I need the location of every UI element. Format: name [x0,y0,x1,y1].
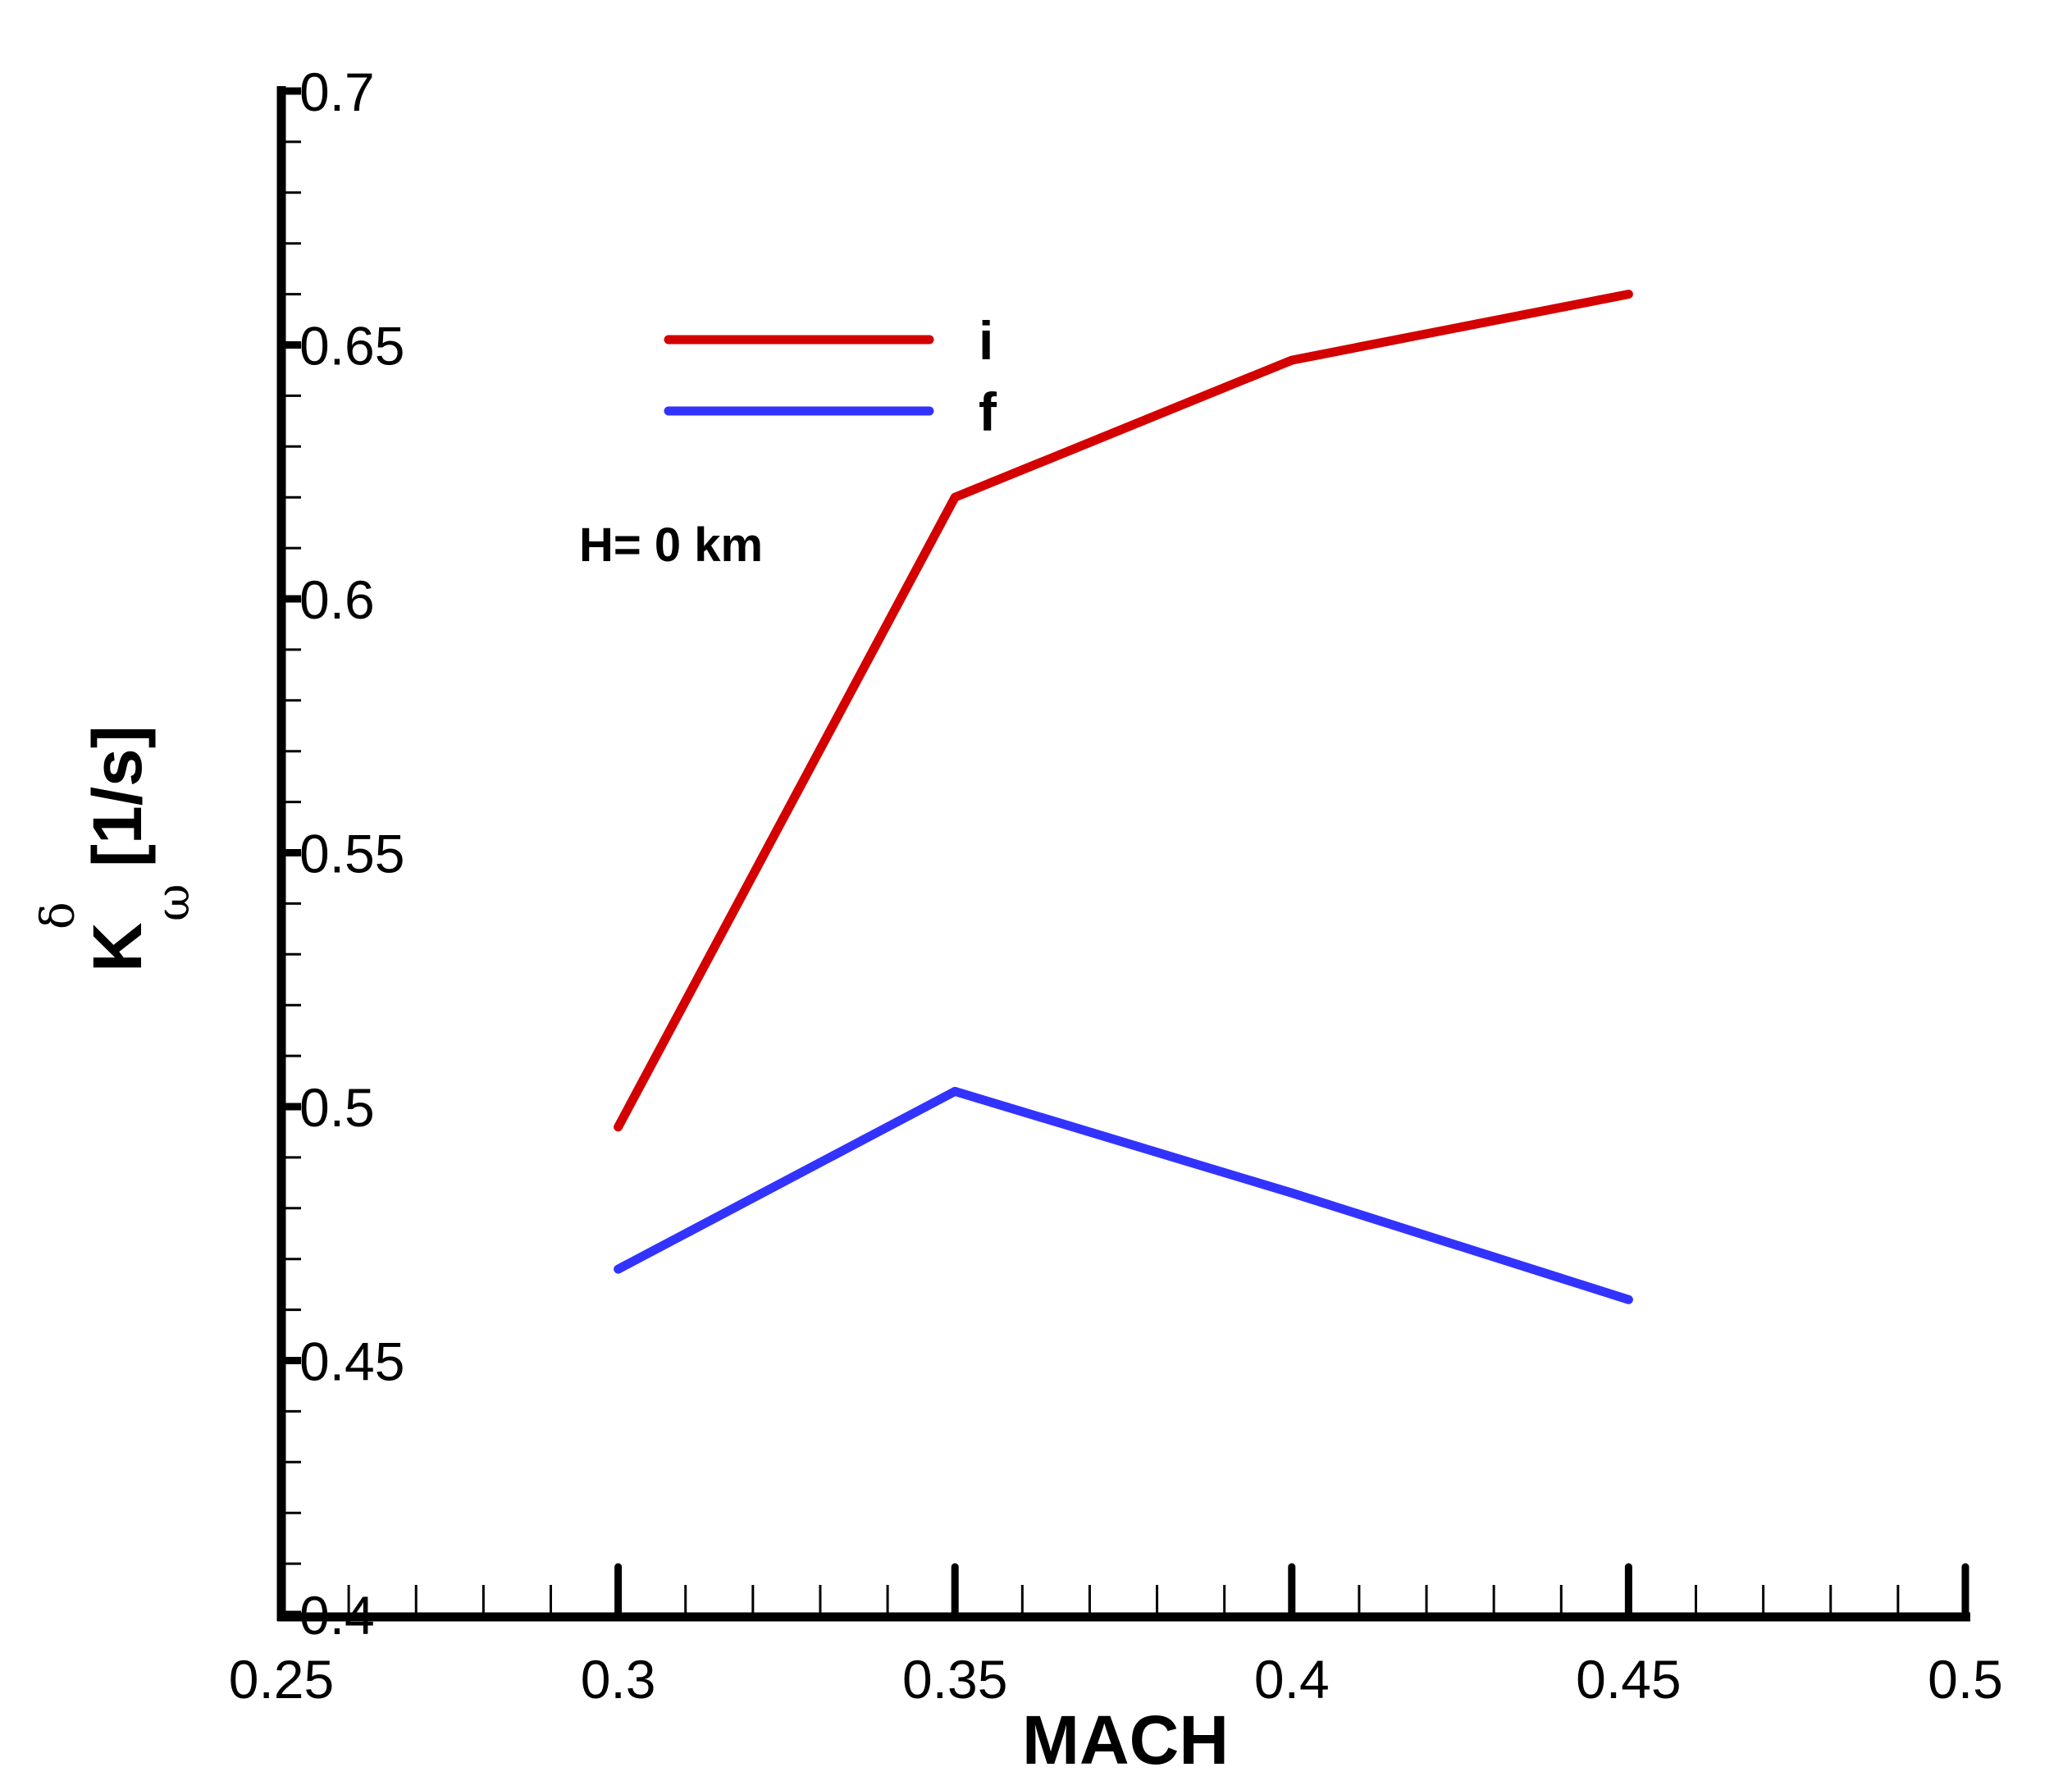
series-line-i [614,290,1633,1132]
x-tick-label: 0.5 [1928,1649,2003,1710]
x-major-ticks [614,1563,1969,1619]
x-tick-labels: 0.25 0.3 0.35 0.4 0.45 0.5 [229,1649,2003,1710]
x-tick-label: 0.4 [1254,1649,1330,1710]
y-tick-label: 0.6 [299,569,375,630]
x-tick-label: 0.3 [581,1649,656,1710]
altitude-annotation: H= 0 km [579,518,763,572]
legend-label-i: i [979,310,993,371]
legend-label-f: f [979,381,997,442]
y-tick-label: 0.7 [299,62,375,122]
x-tick-label: 0.45 [1576,1649,1681,1710]
y-axis-title: K δ ω [1/s] [32,725,200,972]
y-tick-label: 0.55 [299,824,404,884]
y-tick-label: 0.5 [299,1077,375,1138]
x-minor-ticks [347,1585,1900,1614]
x-tick-label: 0.25 [229,1649,334,1710]
x-axis-title: MACH [1022,1701,1229,1779]
x-tick-label: 0.35 [902,1649,1007,1710]
y-tick-labels: 0.4 0.45 0.5 0.55 0.6 0.65 0.7 [299,62,404,1646]
y-tick-label: 0.45 [299,1331,404,1392]
y-axis-title-superscript: δ [32,902,85,929]
y-axis-title-subscript: ω [147,884,200,921]
y-tick-label: 0.4 [299,1585,375,1646]
data-series [614,290,1633,1304]
y-tick-label: 0.65 [299,316,404,377]
legend: i f [664,310,997,442]
y-axis-title-base: K [79,922,156,972]
y-axis-title-unit: [1/s] [79,725,156,867]
series-line-f [614,1086,1633,1304]
